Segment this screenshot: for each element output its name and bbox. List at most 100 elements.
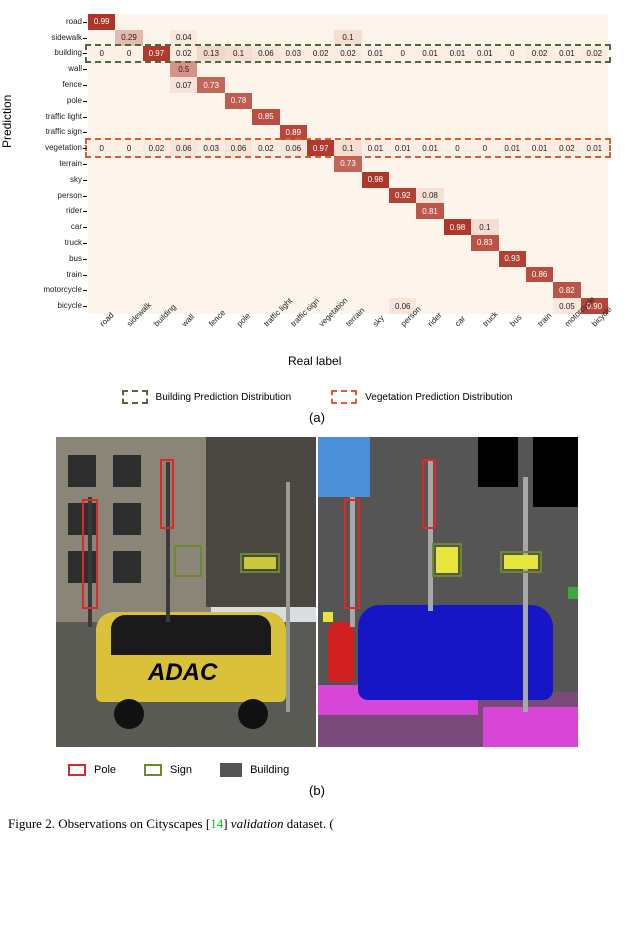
y-tick-label: motorcycle (8, 285, 82, 294)
matrix-cell: 0.01 (526, 140, 553, 156)
dashed-swatch-vegetation (331, 390, 357, 404)
legend-label: Building Prediction Distribution (156, 392, 292, 403)
matrix-cell: 0.81 (416, 203, 443, 219)
matrix-cell: 0.1 (334, 30, 361, 46)
matrix-cell: 0.85 (252, 109, 279, 125)
matrix-cell: 0.1 (334, 140, 361, 156)
x-tick-label: wall (180, 312, 196, 328)
legend-label: Building (250, 764, 289, 776)
caption-ref: 14 (210, 816, 223, 831)
y-tick-label: building (8, 48, 82, 57)
annotation-box (344, 499, 360, 609)
matrix-cell: 0.1 (225, 46, 252, 62)
annotation-box (174, 545, 202, 577)
annotation-box (82, 499, 98, 609)
annotation-box (422, 459, 436, 529)
matrix-cell: 0 (88, 46, 115, 62)
matrix-cell: 0.02 (334, 46, 361, 62)
matrix-cell: 0.04 (170, 30, 197, 46)
y-tick-label: car (8, 222, 82, 231)
matrix-cell: 0.03 (280, 46, 307, 62)
matrix-cell: 0 (499, 46, 526, 62)
y-tick-label: pole (8, 96, 82, 105)
annotation-box (500, 551, 542, 573)
legend-item-pole: Pole (68, 764, 116, 776)
y-tick-label: wall (8, 64, 82, 73)
matrix-cell: 0.93 (499, 251, 526, 267)
matrix-cell: 0.29 (115, 30, 142, 46)
legend-label: Sign (170, 764, 192, 776)
matrix-cell: 0.73 (197, 77, 224, 93)
matrix-cell: 0.97 (143, 46, 170, 62)
matrix-cell: 0.01 (389, 140, 416, 156)
matrix-cell: 0.08 (416, 188, 443, 204)
matrix-cell: 0.02 (553, 140, 580, 156)
panel-b-legend: Pole Sign Building (68, 763, 626, 777)
legend-item-building: Building (220, 763, 289, 777)
matrix-cell: 0.01 (416, 46, 443, 62)
caption-text: dataset. ( (284, 816, 334, 831)
sublabel-a: (a) (8, 410, 626, 425)
caption-text: Figure 2. Observations on Cityscapes [ (8, 816, 210, 831)
legend-item-vegetation: Vegetation Prediction Distribution (331, 390, 512, 404)
figure-container: Prediction 0.990.290.040.1000.970.020.13… (8, 8, 626, 832)
annotation-box (432, 543, 462, 577)
confusion-matrix: 0.990.290.040.1000.970.020.130.10.060.03… (88, 14, 608, 314)
y-tick-label: traffic sign (8, 127, 82, 136)
x-tick-label: sky (371, 314, 386, 329)
matrix-cell: 0 (444, 140, 471, 156)
confusion-matrix-panel: Prediction 0.990.290.040.1000.970.020.13… (8, 8, 626, 388)
caption-italic: validation (231, 816, 284, 831)
matrix-cell: 0.01 (362, 46, 389, 62)
panel-b-images: ADAC (8, 437, 626, 747)
matrix-cell: 0.01 (444, 46, 471, 62)
caption-text: ] (223, 816, 231, 831)
matrix-cell: 0.83 (471, 235, 498, 251)
matrix-cell: 0.01 (499, 140, 526, 156)
matrix-cell: 0.98 (362, 172, 389, 188)
legend-label: Pole (94, 764, 116, 776)
matrix-cell: 0.99 (88, 14, 115, 30)
matrix-cell: 0.02 (581, 46, 608, 62)
matrix-cell: 0.02 (307, 46, 334, 62)
figure-caption: Figure 2. Observations on Cityscapes [14… (8, 816, 626, 832)
y-tick-label: sidewalk (8, 33, 82, 42)
matrix-cell: 0.06 (170, 140, 197, 156)
segmentation-image (318, 437, 578, 747)
legend-item-building: Building Prediction Distribution (122, 390, 292, 404)
x-tick-label: car (453, 314, 467, 328)
matrix-cell: 0.02 (252, 140, 279, 156)
matrix-cell: 0.92 (389, 188, 416, 204)
matrix-cell: 0.06 (225, 140, 252, 156)
y-tick-label: terrain (8, 159, 82, 168)
matrix-cell: 0.02 (170, 46, 197, 62)
legend-item-sign: Sign (144, 764, 192, 776)
matrix-cell: 0.78 (225, 93, 252, 109)
solid-swatch-building (220, 763, 242, 777)
y-tick-label: person (8, 191, 82, 200)
x-axis-title: Real label (288, 354, 341, 368)
matrix-cell: 0.02 (143, 140, 170, 156)
y-tick-label: bicycle (8, 301, 82, 310)
matrix-cell: 0 (88, 140, 115, 156)
matrix-cell: 0.73 (334, 156, 361, 172)
matrix-cell: 0.98 (444, 219, 471, 235)
sublabel-b: (b) (8, 783, 626, 798)
matrix-cell: 0 (115, 46, 142, 62)
y-tick-label: bus (8, 254, 82, 263)
matrix-cell: 0.01 (362, 140, 389, 156)
y-tick-label: vegetation (8, 143, 82, 152)
y-tick-label: rider (8, 206, 82, 215)
matrix-cell: 0.01 (471, 46, 498, 62)
matrix-cell: 0.06 (252, 46, 279, 62)
matrix-cell: 0.03 (197, 140, 224, 156)
matrix-cell: 0.07 (170, 77, 197, 93)
matrix-cell: 0.01 (581, 140, 608, 156)
y-tick-label: traffic light (8, 112, 82, 121)
y-tick-label: road (8, 17, 82, 26)
matrix-cell: 0.01 (416, 140, 443, 156)
matrix-cell: 0.13 (197, 46, 224, 62)
matrix-cell: 0 (115, 140, 142, 156)
annotation-box (240, 553, 280, 573)
matrix-cell: 0.5 (170, 61, 197, 77)
